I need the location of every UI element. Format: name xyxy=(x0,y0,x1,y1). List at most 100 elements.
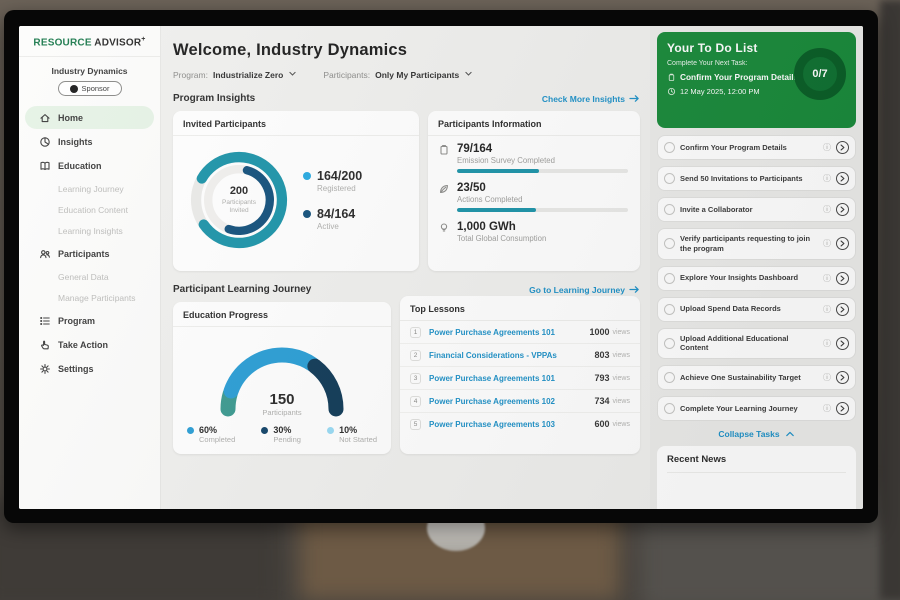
lesson-rank: 1 xyxy=(410,327,421,338)
participants-filter[interactable]: Participants: Only My Participants xyxy=(323,69,473,80)
leaf-icon xyxy=(438,182,450,212)
sponsor-badge[interactable]: Sponsor xyxy=(58,81,122,96)
task-checkbox[interactable] xyxy=(664,304,675,315)
sidebar-item-settings[interactable]: Settings xyxy=(25,357,154,380)
task-item[interactable]: Invite a Collaboratorⓘ xyxy=(657,197,856,222)
task-item[interactable]: Upload Additional Educational Content ⓘ xyxy=(657,328,856,360)
sponsor-label: Sponsor xyxy=(82,84,110,93)
go-to-learning-journey-label: Go to Learning Journey xyxy=(529,285,625,295)
task-open-button[interactable] xyxy=(836,272,849,285)
lesson-views: 803 xyxy=(594,350,609,360)
task-checkbox[interactable] xyxy=(664,173,675,184)
task-open-button[interactable] xyxy=(836,371,849,384)
task-item[interactable]: Send 50 Invitations to Participantsⓘ xyxy=(657,166,856,191)
info-icon[interactable]: ⓘ xyxy=(823,142,831,153)
task-checkbox[interactable] xyxy=(664,142,675,153)
info-icon[interactable]: ⓘ xyxy=(823,372,831,383)
legend-dot xyxy=(303,210,311,218)
task-label: Upload Additional Educational Content xyxy=(680,334,818,354)
insights-cards-row: Invited Participants 200 Participants In… xyxy=(173,111,640,271)
legend-completed: 60% Completed xyxy=(187,425,235,444)
home-icon xyxy=(39,112,51,124)
sidebar-item-program[interactable]: Program xyxy=(25,309,154,332)
lesson-link[interactable]: Financial Considerations - VPPAs xyxy=(429,351,594,360)
chevron-right-icon xyxy=(839,275,846,282)
clock-icon xyxy=(667,87,676,96)
lesson-row: 3 Power Purchase Agreements 101 793 view… xyxy=(400,367,640,390)
lesson-link[interactable]: Power Purchase Agreements 102 xyxy=(429,397,594,406)
task-item[interactable]: Complete Your Learning Journeyⓘ xyxy=(657,396,856,421)
info-icon[interactable]: ⓘ xyxy=(823,173,831,184)
lesson-link[interactable]: Power Purchase Agreements 103 xyxy=(429,420,594,429)
take-action-hand-icon xyxy=(39,339,51,351)
info-icon[interactable]: ⓘ xyxy=(823,204,831,215)
task-label: Achieve One Sustainability Target xyxy=(680,373,818,383)
task-open-button[interactable] xyxy=(836,203,849,216)
filter-bar: Program: Industrialize Zero Participants… xyxy=(173,69,640,80)
page-title: Welcome, Industry Dynamics xyxy=(173,41,640,60)
participants-icon xyxy=(39,248,51,260)
task-open-button[interactable] xyxy=(836,237,849,250)
task-checkbox[interactable] xyxy=(664,403,675,414)
sidebar-item-insights[interactable]: Insights xyxy=(25,130,154,153)
task-item[interactable]: Upload Spend Data Recordsⓘ xyxy=(657,297,856,322)
task-label: Explore Your Insights Dashboard xyxy=(680,273,818,283)
chevron-right-icon xyxy=(839,240,846,247)
task-item[interactable]: Explore Your Insights Dashboard ⓘ xyxy=(657,266,856,291)
card-title: Education Progress xyxy=(173,302,391,327)
task-open-button[interactable] xyxy=(836,141,849,154)
chevron-down-icon[interactable] xyxy=(464,69,473,80)
participants-filter-value[interactable]: Only My Participants xyxy=(375,70,459,80)
arrow-right-icon xyxy=(629,94,640,103)
task-item[interactable]: Confirm Your Program Detailsⓘ xyxy=(657,135,856,160)
info-icon[interactable]: ⓘ xyxy=(823,304,831,315)
task-open-button[interactable] xyxy=(836,337,849,350)
task-checkbox[interactable] xyxy=(664,238,675,249)
lesson-link[interactable]: Power Purchase Agreements 101 xyxy=(429,374,594,383)
legend-label: Completed xyxy=(199,435,235,444)
sidebar-item-education-content[interactable]: Education Content xyxy=(19,199,160,220)
task-open-button[interactable] xyxy=(836,172,849,185)
program-filter[interactable]: Program: Industrialize Zero xyxy=(173,69,297,80)
sidebar-item-learning-journey[interactable]: Learning Journey xyxy=(19,178,160,199)
sidebar-item-learning-insights[interactable]: Learning Insights xyxy=(19,220,160,241)
task-item[interactable]: Verify participants requesting to join t… xyxy=(657,228,856,260)
collapse-tasks-link[interactable]: Collapse Tasks xyxy=(657,429,856,439)
go-to-learning-journey-link[interactable]: Go to Learning Journey xyxy=(529,285,640,295)
legend-value: 164/200 xyxy=(317,169,362,183)
stat-value: 23/50 xyxy=(457,182,628,194)
arrow-right-icon xyxy=(629,285,640,294)
stat-label: Emission Survey Completed xyxy=(457,156,628,165)
task-checkbox[interactable] xyxy=(664,338,675,349)
sidebar-item-general-data[interactable]: General Data xyxy=(19,266,160,287)
brand-secondary: ADVISOR xyxy=(92,37,142,48)
task-checkbox[interactable] xyxy=(664,372,675,383)
sidebar-item-participants[interactable]: Participants xyxy=(25,242,154,265)
donut-legend: 164/200 Registered 84/164 Active xyxy=(303,169,362,231)
lesson-link[interactable]: Power Purchase Agreements 101 xyxy=(429,328,589,337)
sidebar-item-label: Education xyxy=(58,161,102,171)
info-icon[interactable]: ⓘ xyxy=(823,403,831,414)
task-item[interactable]: Achieve One Sustainability Target ⓘ xyxy=(657,365,856,390)
sidebar-item-manage-participants[interactable]: Manage Participants xyxy=(19,287,160,308)
sidebar-item-label: Settings xyxy=(58,364,94,374)
learning-cards-row: Education Progress 150 Participants xyxy=(173,302,640,454)
legend-dot xyxy=(303,172,311,180)
sidebar-item-take-action[interactable]: Take Action xyxy=(25,333,154,356)
info-icon[interactable]: ⓘ xyxy=(823,338,831,349)
info-icon[interactable]: ⓘ xyxy=(823,238,831,249)
legend-dot xyxy=(327,427,334,434)
sidebar-item-education[interactable]: Education xyxy=(25,154,154,177)
task-open-button[interactable] xyxy=(836,303,849,316)
program-filter-value[interactable]: Industrialize Zero xyxy=(213,70,283,80)
task-open-button[interactable] xyxy=(836,402,849,415)
legend-active: 84/164 Active xyxy=(303,207,362,231)
gear-icon xyxy=(39,363,51,375)
task-checkbox[interactable] xyxy=(664,204,675,215)
sidebar-item-home[interactable]: Home xyxy=(25,106,154,129)
task-checkbox[interactable] xyxy=(664,273,675,284)
check-more-insights-link[interactable]: Check More Insights xyxy=(542,94,640,104)
info-icon[interactable]: ⓘ xyxy=(823,273,831,284)
check-more-insights-label: Check More Insights xyxy=(542,94,625,104)
chevron-down-icon[interactable] xyxy=(288,69,297,80)
